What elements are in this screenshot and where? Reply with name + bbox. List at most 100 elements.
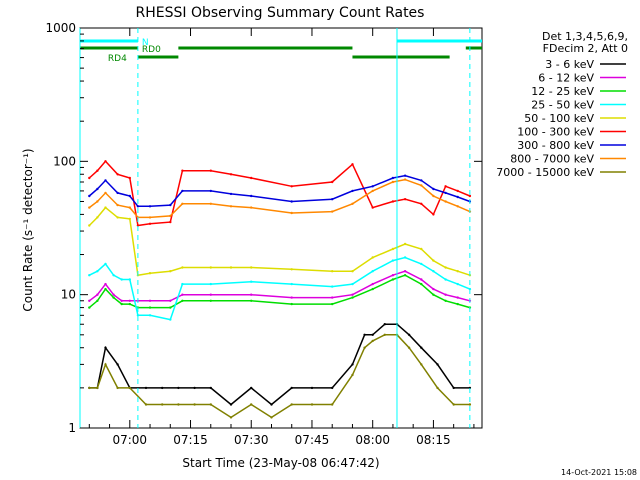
plot-frame xyxy=(79,27,483,429)
data-point xyxy=(391,180,395,184)
data-point xyxy=(104,282,107,286)
data-point xyxy=(88,306,91,309)
data-point xyxy=(148,272,152,275)
data-point xyxy=(432,187,435,191)
data-point xyxy=(420,278,423,281)
data-point xyxy=(88,299,91,302)
data-point xyxy=(104,287,107,291)
data-point xyxy=(250,403,253,406)
data-point xyxy=(144,386,148,390)
data-point xyxy=(144,403,148,406)
data-point xyxy=(436,386,439,390)
data-point xyxy=(116,191,119,195)
data-point xyxy=(290,185,293,188)
data-point xyxy=(193,403,196,406)
data-point xyxy=(432,194,435,198)
data-point xyxy=(116,386,119,390)
data-point xyxy=(229,416,233,419)
y-tick-label: 10 xyxy=(61,288,76,302)
data-point xyxy=(96,293,99,296)
data-point xyxy=(169,318,172,321)
data-point xyxy=(96,216,99,219)
data-point xyxy=(432,213,435,216)
data-point xyxy=(148,222,152,225)
data-point xyxy=(290,302,293,306)
data-point xyxy=(88,206,91,209)
data-point xyxy=(148,299,152,302)
data-point xyxy=(112,293,115,296)
data-point xyxy=(120,278,123,281)
data-point xyxy=(250,206,253,209)
data-point xyxy=(391,274,395,277)
data-point xyxy=(181,299,184,302)
legend-label: 3 - 6 keV xyxy=(545,58,594,71)
data-point xyxy=(209,189,212,193)
data-point xyxy=(432,293,435,296)
data-point xyxy=(351,282,354,286)
data-point xyxy=(363,346,366,349)
data-point xyxy=(250,293,253,296)
data-point xyxy=(181,189,184,193)
data-point xyxy=(104,179,107,182)
data-point xyxy=(128,299,131,302)
data-point xyxy=(169,299,172,302)
data-point xyxy=(112,296,115,299)
data-point xyxy=(250,266,253,269)
data-point xyxy=(371,270,374,273)
x-axis-label: Start Time (23-May-08 06:47:42) xyxy=(182,456,379,470)
data-point xyxy=(363,333,366,336)
data-point xyxy=(331,386,334,390)
data-point xyxy=(371,189,374,193)
data-point xyxy=(456,205,459,208)
data-point xyxy=(136,224,140,227)
data-point xyxy=(96,386,99,390)
data-point xyxy=(96,187,99,191)
vertical-markers xyxy=(79,28,471,428)
data-point xyxy=(351,296,354,299)
data-point xyxy=(371,256,374,259)
legend-label: 7000 - 15000 keV xyxy=(496,166,594,179)
data-point xyxy=(96,169,99,172)
data-point xyxy=(371,333,374,336)
data-point xyxy=(420,363,423,366)
data-point xyxy=(120,299,123,302)
x-tick-label: 07:15 xyxy=(173,433,208,447)
data-point xyxy=(391,278,395,281)
data-point xyxy=(420,282,423,286)
data-point xyxy=(290,211,293,215)
legend-label: 100 - 300 keV xyxy=(517,126,594,139)
data-point xyxy=(290,403,293,406)
data-point xyxy=(351,202,354,205)
series-line-0 xyxy=(89,323,470,406)
data-point xyxy=(136,205,140,208)
data-point xyxy=(331,270,334,273)
data-point xyxy=(104,191,107,195)
data-point xyxy=(177,403,180,406)
data-point xyxy=(209,293,212,296)
data-point xyxy=(181,266,184,269)
data-point xyxy=(104,206,107,209)
data-point xyxy=(250,299,253,302)
data-point xyxy=(420,346,423,349)
data-point xyxy=(104,363,107,366)
data-point xyxy=(169,214,172,218)
data-point xyxy=(331,296,334,299)
x-tick-label: 07:45 xyxy=(295,433,330,447)
data-point xyxy=(169,306,172,309)
data-point xyxy=(181,282,184,286)
chart-title: RHESSI Observing Summary Count Rates xyxy=(136,5,425,21)
data-point xyxy=(148,216,152,219)
data-point xyxy=(444,293,447,296)
data-point xyxy=(407,346,411,349)
data-point xyxy=(116,363,119,366)
data-point xyxy=(456,270,459,273)
data-point xyxy=(391,200,395,203)
data-point xyxy=(229,173,233,176)
x-tick-label: 07:30 xyxy=(234,433,269,447)
data-point xyxy=(383,333,386,336)
series-group xyxy=(88,160,472,419)
data-point xyxy=(403,178,407,181)
data-point xyxy=(128,278,131,281)
y-tick-label: 1 xyxy=(68,421,76,435)
